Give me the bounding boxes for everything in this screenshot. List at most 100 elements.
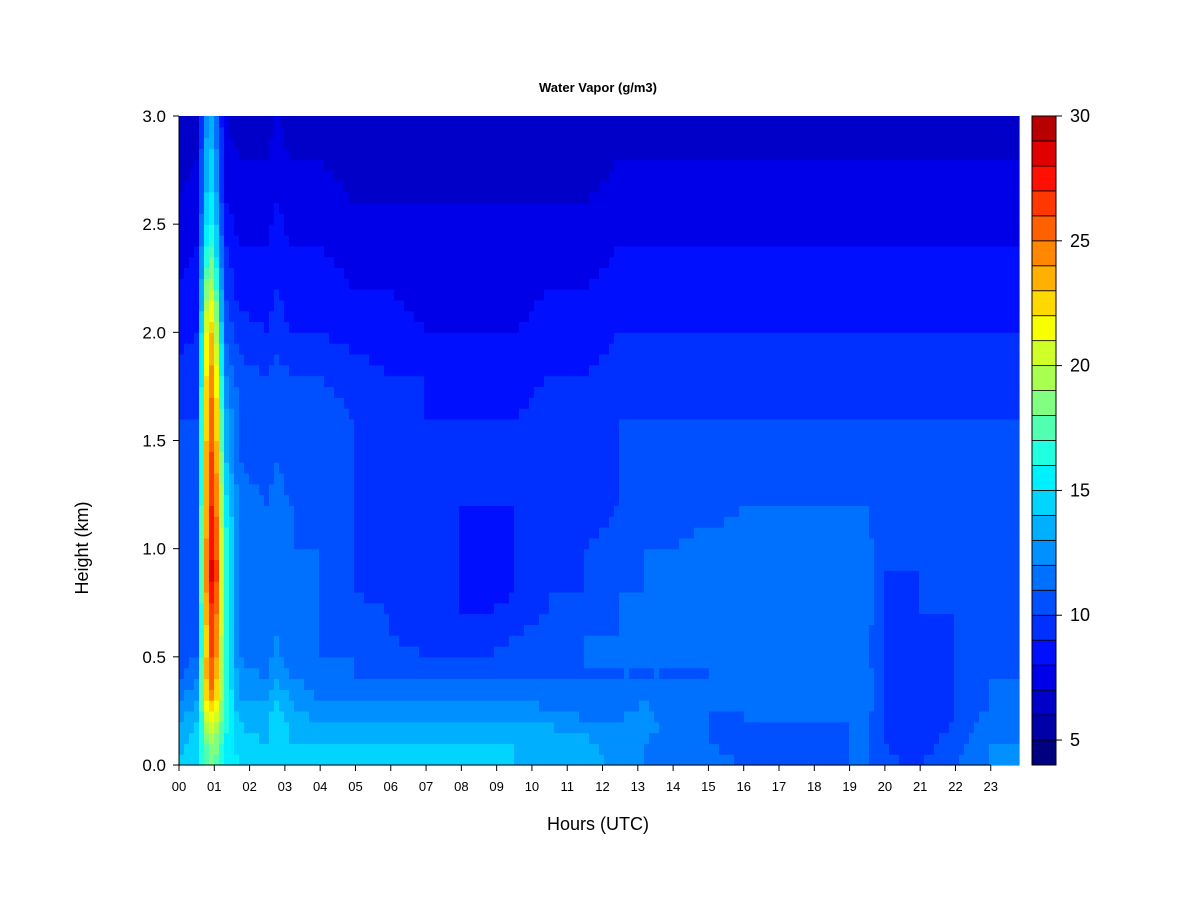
heatmap-cell: [229, 353, 235, 366]
heatmap-cell: [469, 408, 475, 420]
heatmap-cell: [524, 721, 530, 734]
heatmap-cell: [184, 364, 190, 377]
heatmap-cell: [409, 353, 415, 366]
heatmap-cell: [479, 332, 485, 344]
heatmap-cell: [529, 418, 535, 431]
heatmap-cell: [224, 624, 230, 636]
heatmap-cell: [369, 375, 375, 388]
heatmap-cell: [344, 299, 350, 312]
heatmap-cell: [179, 256, 185, 269]
heatmap-cell: [419, 656, 425, 669]
heatmap-cell: [264, 440, 270, 452]
heatmap-cell: [574, 462, 580, 474]
heatmap-cell: [419, 408, 425, 420]
heatmap-cell: [354, 624, 360, 636]
heatmap-cell: [254, 483, 260, 496]
heatmap-cell: [474, 505, 480, 517]
heatmap-cell: [579, 527, 585, 539]
heatmap-cell: [294, 710, 300, 723]
heatmap-cell: [474, 386, 480, 398]
heatmap-cell: [269, 224, 275, 236]
heatmap-cell: [249, 581, 255, 593]
heatmap-cell: [449, 494, 455, 506]
heatmap-cell: [424, 267, 430, 279]
heatmap-cell: [429, 689, 435, 701]
heatmap-cell: [339, 202, 345, 214]
heatmap-cell: [554, 267, 560, 279]
heatmap-cell: [284, 710, 290, 723]
heatmap-cell: [584, 570, 590, 582]
heatmap-cell: [449, 732, 455, 744]
heatmap-cell: [374, 213, 380, 225]
heatmap-cell: [359, 375, 365, 388]
heatmap-cell: [214, 310, 220, 323]
heatmap-cell: [539, 137, 545, 150]
heatmap-cell: [434, 332, 440, 344]
heatmap-cell: [319, 310, 325, 323]
heatmap-cell: [239, 548, 245, 561]
heatmap-cell: [334, 408, 340, 420]
heatmap-cell: [469, 559, 475, 571]
heatmap-cell: [444, 408, 450, 420]
heatmap-cell: [359, 408, 365, 420]
heatmap-cell: [379, 624, 385, 636]
heatmap-cell: [374, 646, 380, 658]
heatmap-cell: [319, 116, 325, 128]
heatmap-cell: [409, 602, 415, 615]
heatmap-cell: [339, 646, 345, 658]
heatmap-cell: [284, 418, 290, 431]
heatmap-cell: [554, 191, 560, 204]
heatmap-cell: [344, 451, 350, 463]
heatmap-cell: [429, 700, 435, 712]
heatmap-cell: [209, 299, 215, 312]
heatmap-cell: [384, 321, 390, 333]
heatmap-cell: [194, 624, 200, 636]
heatmap-cell: [499, 289, 505, 301]
heatmap-cell: [554, 505, 560, 517]
heatmap-cell: [429, 429, 435, 442]
heatmap-cell: [289, 234, 295, 247]
heatmap-cell: [339, 213, 345, 225]
heatmap-cell: [214, 170, 220, 182]
heatmap-cell: [534, 191, 540, 204]
heatmap-cell: [579, 397, 585, 409]
heatmap-cell: [569, 353, 575, 366]
heatmap-cell: [444, 289, 450, 301]
heatmap-cell: [224, 213, 230, 225]
heatmap-cell: [424, 505, 430, 517]
heatmap-cell: [409, 494, 415, 506]
heatmap-cell: [524, 116, 530, 128]
heatmap-cell: [499, 667, 505, 680]
heatmap-cell: [304, 429, 310, 442]
heatmap-cell: [179, 527, 185, 539]
heatmap-cell: [344, 375, 350, 388]
heatmap-cell: [549, 537, 555, 550]
heatmap-cell: [354, 278, 360, 290]
heatmap-cell: [444, 202, 450, 214]
heatmap-cell: [354, 116, 360, 128]
heatmap-cell: [309, 137, 315, 150]
heatmap-cell: [504, 180, 510, 193]
heatmap-cell: [239, 613, 245, 625]
heatmap-cell: [479, 570, 485, 582]
heatmap-cell: [479, 180, 485, 193]
heatmap-cell: [369, 429, 375, 442]
heatmap-cell: [569, 213, 575, 225]
heatmap-cell: [384, 126, 390, 139]
heatmap-cell: [584, 245, 590, 258]
heatmap-cell: [479, 159, 485, 171]
heatmap-cell: [309, 613, 315, 625]
heatmap-cell: [589, 483, 595, 496]
heatmap-cell: [309, 570, 315, 582]
heatmap-cell: [559, 591, 565, 604]
heatmap-cell: [234, 310, 240, 323]
heatmap-cell: [544, 256, 550, 269]
heatmap-cell: [499, 483, 505, 496]
heatmap-cell: [199, 375, 205, 388]
heatmap-cell: [229, 343, 235, 355]
heatmap-cell: [214, 343, 220, 355]
heatmap-cell: [439, 537, 445, 550]
heatmap-cell: [194, 602, 200, 615]
heatmap-cell: [384, 332, 390, 344]
heatmap-cell: [374, 278, 380, 290]
